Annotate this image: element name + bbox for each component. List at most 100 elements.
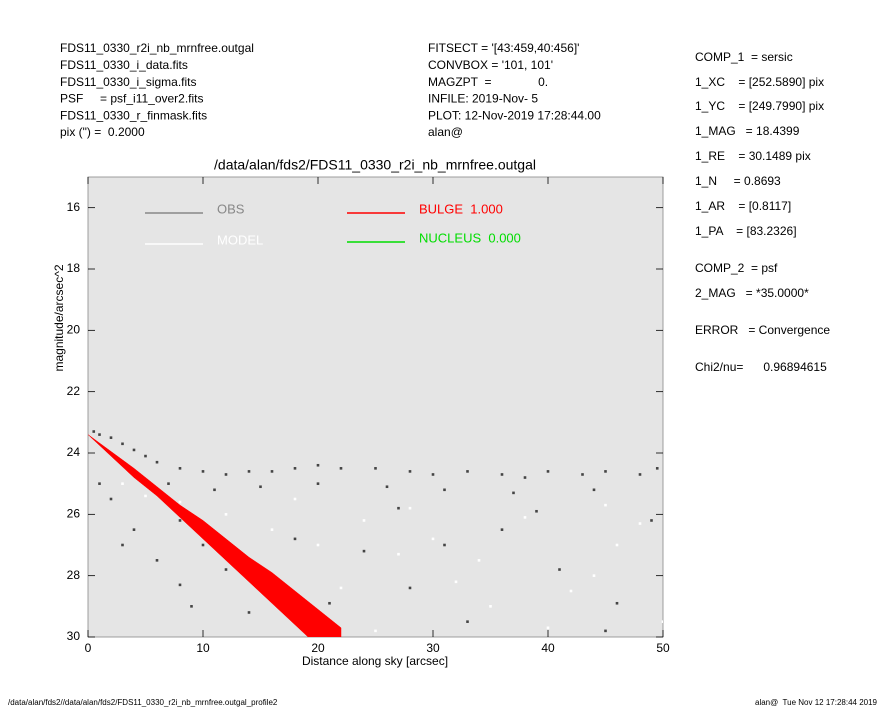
data-point (109, 497, 113, 501)
data-point (121, 482, 124, 485)
data-point (500, 528, 504, 531)
data-point (178, 519, 182, 522)
y-tick-label: 22 (67, 384, 81, 398)
fit-parameter: ERROR = Convergence (695, 323, 830, 337)
data-point (224, 568, 228, 571)
data-point (408, 470, 412, 473)
data-point (178, 583, 182, 587)
data-point (132, 448, 136, 452)
data-point (178, 467, 182, 470)
data-point (650, 519, 653, 522)
bulge-band (88, 434, 342, 637)
data-point (397, 506, 400, 510)
fit-parameter: 1_MAG = 18.4399 (695, 124, 800, 138)
header-left-line: FDS11_0330_i_data.fits (60, 58, 188, 72)
data-point (316, 543, 320, 547)
y-axis-label: magnitude/arcsec^2 (52, 264, 66, 371)
header-middle-line: PLOT: 12-Nov-2019 17:28:44.00 (428, 108, 601, 122)
data-point (443, 488, 446, 492)
data-point (408, 506, 412, 510)
x-tick-label: 30 (426, 641, 440, 655)
header-left-line: pix (") = 0.2000 (60, 125, 145, 139)
header-middle-line: INFILE: 2019-Nov- 5 (428, 92, 538, 106)
x-tick-label: 50 (656, 641, 670, 655)
data-point (178, 500, 182, 504)
data-point (144, 494, 147, 498)
data-point (213, 488, 216, 492)
data-point (604, 629, 607, 633)
data-point (362, 549, 366, 553)
x-tick-label: 20 (311, 641, 325, 655)
header-middle-line: alan@ (428, 125, 463, 139)
data-point (512, 491, 515, 495)
data-point (270, 470, 274, 473)
data-point (466, 620, 469, 623)
footer-right: alan@ Tue Nov 12 17:28:44 2019 (755, 698, 878, 707)
data-point (109, 436, 113, 439)
header-middle-line: MAGZPT = 0. (428, 75, 548, 89)
header-middle-line: CONVBOX = '101, 101' (428, 58, 553, 72)
y-tick-label: 24 (67, 445, 81, 459)
data-point (270, 528, 274, 531)
data-point (408, 586, 412, 590)
data-point (190, 605, 193, 608)
x-tick-label: 10 (196, 641, 210, 655)
x-tick-label: 0 (85, 641, 92, 655)
x-tick-label: 40 (541, 641, 555, 655)
data-point (546, 470, 550, 473)
data-point (558, 568, 561, 571)
data-point (477, 559, 481, 562)
data-point (328, 601, 331, 605)
data-point (385, 485, 389, 489)
data-point (201, 543, 205, 547)
plot-marks (88, 430, 663, 637)
fit-parameter: 1_PA = [83.2326] (695, 224, 797, 238)
data-point (431, 537, 435, 541)
fit-parameter: COMP_1 = sersic (695, 50, 793, 64)
data-point (592, 488, 596, 492)
data-point (224, 513, 228, 516)
chart-title: /data/alan/fds2/FDS11_0330_r2i_nb_mrnfre… (214, 157, 536, 173)
data-point (655, 467, 659, 470)
legend-label: NUCLEUS 0.000 (419, 230, 521, 245)
data-point (121, 543, 124, 547)
data-point (523, 516, 527, 519)
data-point (546, 626, 550, 630)
data-point (155, 559, 159, 562)
data-point (121, 442, 124, 446)
data-point (167, 482, 170, 485)
data-point (443, 543, 446, 547)
data-point (132, 528, 136, 531)
data-point (454, 580, 458, 584)
fit-parameter: 1_YC = [249.7990] pix (695, 99, 824, 113)
data-point (638, 522, 642, 525)
data-point (489, 605, 492, 608)
data-point (500, 473, 504, 476)
data-point (362, 519, 366, 522)
data-point (293, 467, 297, 470)
data-point (374, 467, 377, 470)
header-middle-line: FITSECT = '[43:459,40:456]' (428, 41, 579, 55)
data-point (466, 470, 469, 473)
data-point (98, 482, 101, 485)
fit-parameter: 1_RE = 30.1489 pix (695, 149, 811, 163)
y-tick-label: 26 (67, 507, 81, 521)
fit-parameter: 1_XC = [252.5890] pix (695, 75, 824, 89)
data-point (604, 503, 607, 507)
data-point (339, 586, 343, 590)
header-left-line: FDS11_0330_i_sigma.fits (60, 75, 197, 89)
data-point (316, 463, 320, 467)
header-left-line: PSF = psf_i11_over2.fits (60, 92, 204, 106)
data-point (397, 552, 400, 556)
y-tick-label: 30 (67, 629, 81, 643)
data-point (374, 629, 377, 633)
y-tick-label: 28 (67, 568, 81, 582)
data-point (293, 537, 297, 541)
data-point (661, 620, 663, 623)
data-point (98, 433, 101, 436)
data-point (247, 470, 251, 473)
fit-parameter: COMP_2 = psf (695, 261, 778, 275)
data-point (638, 473, 642, 476)
footer-left: /data/alan/fds2//data/alan/fds2/FDS11_03… (8, 698, 278, 707)
